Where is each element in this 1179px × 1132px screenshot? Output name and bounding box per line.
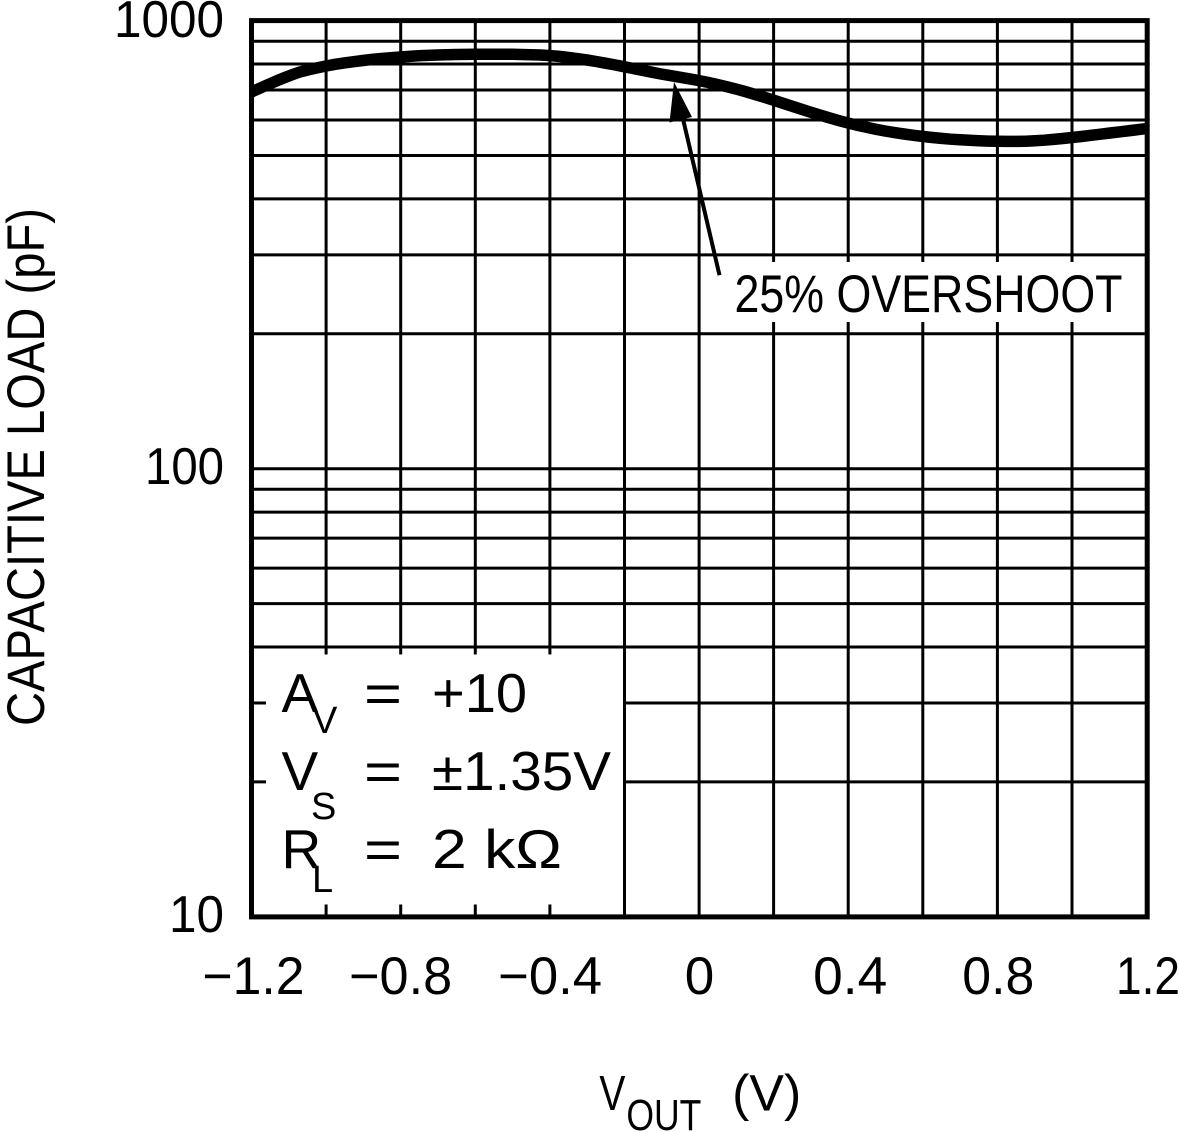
svg-text:0.4: 0.4 <box>813 947 887 1006</box>
svg-text:(V): (V) <box>732 1065 801 1122</box>
svg-text:OUT: OUT <box>626 1091 701 1132</box>
svg-text:L: L <box>312 859 333 901</box>
svg-text:±1.35V: ±1.35V <box>432 740 611 802</box>
svg-text:CAPACITIVE LOAD (pF): CAPACITIVE LOAD (pF) <box>0 208 56 726</box>
svg-text:10: 10 <box>169 886 224 944</box>
svg-text:−0.4: −0.4 <box>498 947 602 1006</box>
svg-text:−0.8: −0.8 <box>349 947 452 1006</box>
svg-text:0.8: 0.8 <box>962 947 1034 1006</box>
svg-text:=: = <box>364 740 402 802</box>
svg-text:A: A <box>282 662 319 724</box>
svg-text:1.2: 1.2 <box>1116 947 1179 1006</box>
svg-text:V: V <box>312 700 338 742</box>
svg-text:V: V <box>599 1067 625 1121</box>
svg-text:=: = <box>364 662 402 724</box>
svg-text:2 kΩ: 2 kΩ <box>432 818 562 880</box>
svg-text:R: R <box>282 818 322 880</box>
svg-text:=: = <box>364 818 402 880</box>
svg-text:S: S <box>311 786 336 828</box>
svg-text:100: 100 <box>145 438 224 496</box>
svg-text:1000: 1000 <box>114 0 224 49</box>
svg-text:V: V <box>282 740 319 802</box>
svg-text:−1.2: −1.2 <box>203 947 305 1006</box>
svg-text:+10: +10 <box>432 662 527 724</box>
svg-text:25% OVERSHOOT: 25% OVERSHOOT <box>735 265 1123 324</box>
svg-text:0: 0 <box>685 947 714 1006</box>
